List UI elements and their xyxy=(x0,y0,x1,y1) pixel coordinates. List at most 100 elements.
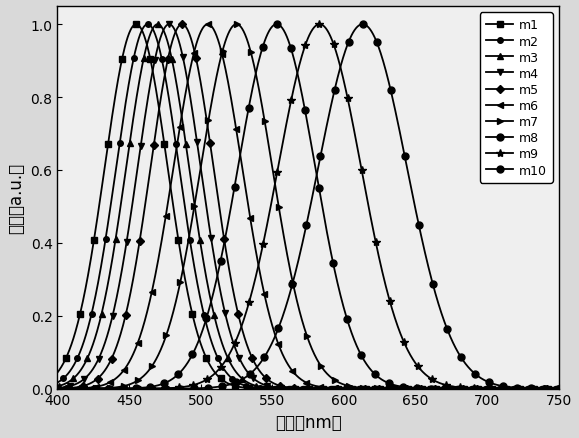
Line: m3: m3 xyxy=(54,22,562,392)
m5 xyxy=(178,22,185,28)
Line: m10: m10 xyxy=(54,21,562,392)
m6 xyxy=(257,275,264,280)
m10 xyxy=(256,360,263,366)
Y-axis label: 强度（a.u.）: 强度（a.u.） xyxy=(7,162,25,233)
m4 xyxy=(257,381,264,386)
m9 xyxy=(275,164,282,170)
m2 xyxy=(105,217,112,223)
m4 xyxy=(445,386,452,392)
m6 xyxy=(275,343,282,348)
m3 xyxy=(555,386,562,392)
m6 xyxy=(555,386,562,392)
m10 xyxy=(359,22,366,28)
m7 xyxy=(399,386,406,392)
m4 xyxy=(54,385,61,391)
m2 xyxy=(144,22,151,28)
m9 xyxy=(399,336,406,341)
Line: m7: m7 xyxy=(54,22,562,392)
m1 xyxy=(257,386,264,391)
m7 xyxy=(445,386,452,392)
m10 xyxy=(275,326,282,332)
m5 xyxy=(455,386,461,392)
m1 xyxy=(445,386,452,392)
m8 xyxy=(555,386,562,392)
m10 xyxy=(399,142,406,147)
m5 xyxy=(555,386,562,392)
m6 xyxy=(399,386,406,392)
m10 xyxy=(555,386,562,392)
m4 xyxy=(399,386,406,392)
m3 xyxy=(399,386,406,392)
m3 xyxy=(154,22,161,28)
m3 xyxy=(54,384,61,389)
m2 xyxy=(445,386,452,392)
m8 xyxy=(54,386,61,392)
m8 xyxy=(273,22,280,28)
m7 xyxy=(555,386,562,392)
m2 xyxy=(555,386,562,392)
m6 xyxy=(204,22,211,28)
m6 xyxy=(105,381,112,386)
m7 xyxy=(455,386,461,392)
m3 xyxy=(257,385,264,390)
m4 xyxy=(166,22,173,28)
m3 xyxy=(445,386,452,392)
m3 xyxy=(275,386,282,391)
Line: m1: m1 xyxy=(54,22,562,392)
m10 xyxy=(105,386,112,392)
m7 xyxy=(233,22,240,28)
m1 xyxy=(399,386,406,392)
m7 xyxy=(105,385,112,391)
m9 xyxy=(455,385,461,390)
m5 xyxy=(54,386,61,391)
Line: m8: m8 xyxy=(54,21,562,392)
m8 xyxy=(455,386,461,392)
m10 xyxy=(54,386,61,392)
m7 xyxy=(257,97,264,102)
m9 xyxy=(256,255,263,261)
m9 xyxy=(555,386,562,392)
m2 xyxy=(54,380,61,385)
m4 xyxy=(555,386,562,392)
m4 xyxy=(455,386,461,392)
m9 xyxy=(445,383,452,389)
m3 xyxy=(455,386,461,392)
m7 xyxy=(275,205,282,210)
X-axis label: 波长（nm）: 波长（nm） xyxy=(275,413,342,431)
m4 xyxy=(275,385,282,391)
m7 xyxy=(54,386,61,392)
Line: m6: m6 xyxy=(54,22,562,392)
Legend: m1, m2, m3, m4, m5, m6, m7, m8, m9, m10: m1, m2, m3, m4, m5, m6, m7, m8, m9, m10 xyxy=(479,13,553,184)
m5 xyxy=(105,362,112,367)
m6 xyxy=(455,386,461,392)
m1 xyxy=(133,22,140,28)
m1 xyxy=(555,386,562,392)
m5 xyxy=(445,386,452,392)
m8 xyxy=(399,384,406,389)
m2 xyxy=(455,386,461,392)
m8 xyxy=(445,386,452,392)
m1 xyxy=(455,386,461,392)
Line: m2: m2 xyxy=(54,22,562,392)
m5 xyxy=(275,383,282,388)
m6 xyxy=(445,386,452,392)
m2 xyxy=(275,386,282,391)
m2 xyxy=(257,385,264,391)
m8 xyxy=(105,386,112,391)
m9 xyxy=(54,386,61,392)
m9 xyxy=(316,22,323,28)
m2 xyxy=(399,386,406,392)
m1 xyxy=(275,386,282,392)
m5 xyxy=(257,370,264,375)
m6 xyxy=(54,386,61,392)
m10 xyxy=(445,331,452,336)
m8 xyxy=(275,23,282,28)
m3 xyxy=(105,278,112,283)
Line: m4: m4 xyxy=(54,22,562,392)
m9 xyxy=(105,386,112,392)
m8 xyxy=(256,54,263,59)
Line: m5: m5 xyxy=(54,22,562,392)
m1 xyxy=(54,370,61,375)
m10 xyxy=(455,350,461,355)
m4 xyxy=(105,328,112,334)
